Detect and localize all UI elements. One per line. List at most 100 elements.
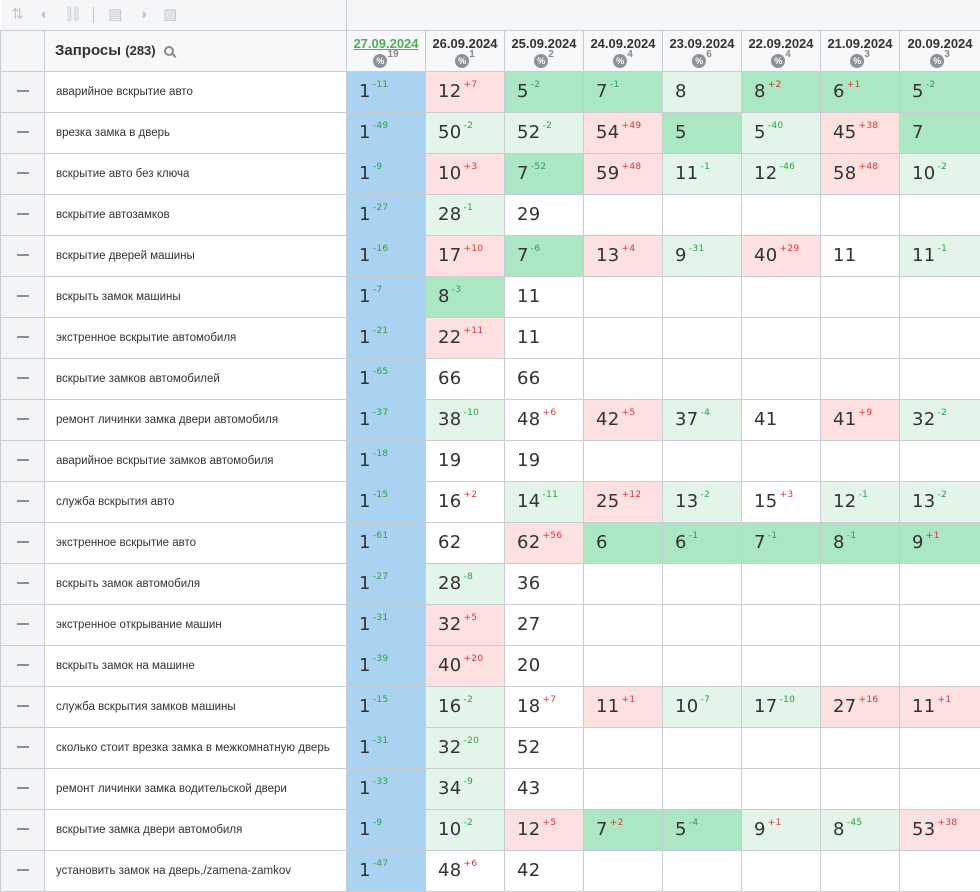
date-column-header[interactable]: 20.09.2024 %3 xyxy=(899,29,980,72)
row-action-cell[interactable] xyxy=(0,357,45,400)
position-change: -31 xyxy=(372,613,389,623)
percent-icon[interactable]: % xyxy=(373,53,388,68)
date-column-header[interactable]: 26.09.2024 %1 xyxy=(425,29,505,72)
position-cell: 11 -1 xyxy=(899,234,980,277)
minus-icon[interactable] xyxy=(16,336,29,339)
position-cell xyxy=(820,603,900,646)
position-change: +2 xyxy=(609,818,624,828)
contrast-icon[interactable]: ◑ xyxy=(138,5,148,23)
position-value: 8 xyxy=(754,81,766,102)
minus-icon[interactable] xyxy=(16,213,29,216)
position-value: 19 xyxy=(438,450,462,471)
date-column-header[interactable]: 23.09.2024 %6 xyxy=(662,29,742,72)
toggle-icon[interactable]: ◐ xyxy=(40,5,50,23)
date-column-header[interactable]: 24.09.2024 %4 xyxy=(583,29,663,72)
percent-icon[interactable]: % xyxy=(692,53,707,68)
position-change: +4 xyxy=(621,244,636,254)
row-action-cell[interactable] xyxy=(0,521,45,564)
position-value: 11 xyxy=(517,327,541,348)
position-cell: 5 -2 xyxy=(504,70,584,113)
minus-icon[interactable] xyxy=(16,254,29,257)
date-label[interactable]: 27.09.2024 xyxy=(353,35,419,51)
row-action-cell[interactable] xyxy=(0,480,45,523)
percent-icon[interactable]: % xyxy=(930,53,945,68)
position-change: -47 xyxy=(372,859,389,869)
position-value: 7 xyxy=(596,819,608,840)
minus-icon[interactable] xyxy=(16,869,29,872)
position-cell: 13 -2 xyxy=(899,480,980,523)
row-action-cell[interactable] xyxy=(0,398,45,441)
percent-icon[interactable]: % xyxy=(613,53,628,68)
calendar-icon[interactable]: ▤ xyxy=(108,5,123,23)
table-row: вскрыть замок на машине 1 -39 40 +20 20 xyxy=(0,644,980,687)
percent-icon[interactable]: % xyxy=(455,53,470,68)
position-cell xyxy=(741,439,821,482)
minus-icon[interactable] xyxy=(16,418,29,421)
minus-icon[interactable] xyxy=(16,623,29,626)
row-action-cell[interactable] xyxy=(0,808,45,851)
position-change: +2 xyxy=(463,490,478,500)
row-action-cell[interactable] xyxy=(0,152,45,195)
position-cell xyxy=(741,316,821,359)
sort-icon[interactable]: ⇅ xyxy=(11,5,24,23)
position-cell: 19 xyxy=(504,439,584,482)
row-action-cell[interactable] xyxy=(0,316,45,359)
row-action-cell[interactable] xyxy=(0,767,45,810)
row-action-cell[interactable] xyxy=(0,849,45,892)
minus-icon[interactable] xyxy=(16,582,29,585)
date-column-header[interactable]: 21.09.2024 %3 xyxy=(820,29,900,72)
position-change: -31 xyxy=(688,244,705,254)
row-action-cell[interactable] xyxy=(0,726,45,769)
row-action-cell[interactable] xyxy=(0,685,45,728)
row-action-cell[interactable] xyxy=(0,111,45,154)
date-column-header[interactable]: 25.09.2024 %2 xyxy=(504,29,584,72)
row-action-cell[interactable] xyxy=(0,439,45,482)
date-column-header[interactable]: 27.09.2024 %19 xyxy=(346,29,426,72)
position-change: -2 xyxy=(530,80,541,90)
position-value: 59 xyxy=(596,163,620,184)
minus-icon[interactable] xyxy=(16,377,29,380)
query-column-header[interactable]: Запросы (283) xyxy=(44,29,347,72)
text-icon[interactable]: ▨ xyxy=(163,5,178,23)
position-change: -27 xyxy=(372,203,389,213)
minus-icon[interactable] xyxy=(16,746,29,749)
query-text: служба вскрытия авто xyxy=(56,495,175,508)
table-row: служба вскрытия авто 1 -15 16 +2 14 -11 25 +12 13… xyxy=(0,480,980,523)
minus-icon[interactable] xyxy=(16,828,29,831)
row-action-cell[interactable] xyxy=(0,193,45,236)
minus-icon[interactable] xyxy=(16,500,29,503)
position-cell: 8 -3 xyxy=(425,275,505,318)
minus-icon[interactable] xyxy=(16,90,29,93)
link-icon[interactable]: ⛓ xyxy=(63,5,83,23)
minus-icon[interactable] xyxy=(16,459,29,462)
minus-icon[interactable] xyxy=(16,787,29,790)
minus-icon[interactable] xyxy=(16,664,29,667)
search-icon[interactable] xyxy=(163,46,174,56)
date-column-header[interactable]: 22.09.2024 %4 xyxy=(741,29,821,72)
percent-icon[interactable]: % xyxy=(850,53,865,68)
position-value: 11 xyxy=(912,696,936,717)
minus-icon[interactable] xyxy=(16,705,29,708)
position-cell xyxy=(899,603,980,646)
percent-icon[interactable]: % xyxy=(534,53,549,68)
percent-icon[interactable]: % xyxy=(771,53,786,68)
row-action-cell[interactable] xyxy=(0,644,45,687)
row-action-cell[interactable] xyxy=(0,70,45,113)
minus-icon[interactable] xyxy=(16,172,29,175)
position-change: -3 xyxy=(451,285,462,295)
position-value: 11 xyxy=(912,245,936,266)
row-action-cell[interactable] xyxy=(0,234,45,277)
row-action-cell[interactable] xyxy=(0,562,45,605)
row-action-cell[interactable] xyxy=(0,603,45,646)
minus-icon[interactable] xyxy=(16,295,29,298)
position-value: 40 xyxy=(438,655,462,676)
minus-icon[interactable] xyxy=(16,541,29,544)
toolbar-blank xyxy=(346,0,980,31)
minus-icon[interactable] xyxy=(16,131,29,134)
row-action-cell[interactable] xyxy=(0,275,45,318)
position-value: 29 xyxy=(517,204,541,225)
position-cell: 12 +7 xyxy=(425,70,505,113)
position-cell: 7 -6 xyxy=(504,234,584,277)
position-value: 18 xyxy=(517,696,541,717)
position-cell xyxy=(662,193,742,236)
